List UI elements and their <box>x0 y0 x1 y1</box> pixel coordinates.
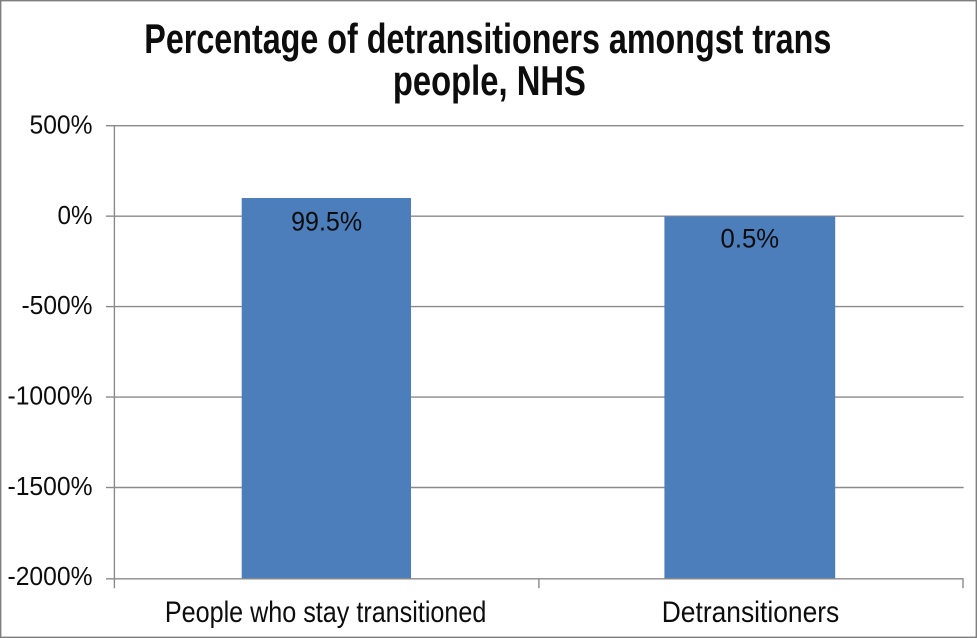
svg-text:-1000%: -1000% <box>8 383 93 411</box>
svg-text:500%: 500% <box>30 111 93 139</box>
svg-text:99.5%: 99.5% <box>291 206 362 236</box>
svg-text:-500%: -500% <box>22 292 93 320</box>
svg-text:Detransitioners: Detransitioners <box>662 596 840 629</box>
svg-text:0%: 0% <box>58 202 93 230</box>
svg-text:Percentage of detransitioners: Percentage of detransitioners amongst tr… <box>144 15 831 62</box>
svg-text:-1500%: -1500% <box>8 473 93 501</box>
svg-text:People who stay transitioned: People who stay transitioned <box>165 596 487 629</box>
svg-text:-2000%: -2000% <box>8 563 93 591</box>
svg-text:0.5%: 0.5% <box>721 224 780 254</box>
svg-text:people, NHS: people, NHS <box>393 57 586 104</box>
